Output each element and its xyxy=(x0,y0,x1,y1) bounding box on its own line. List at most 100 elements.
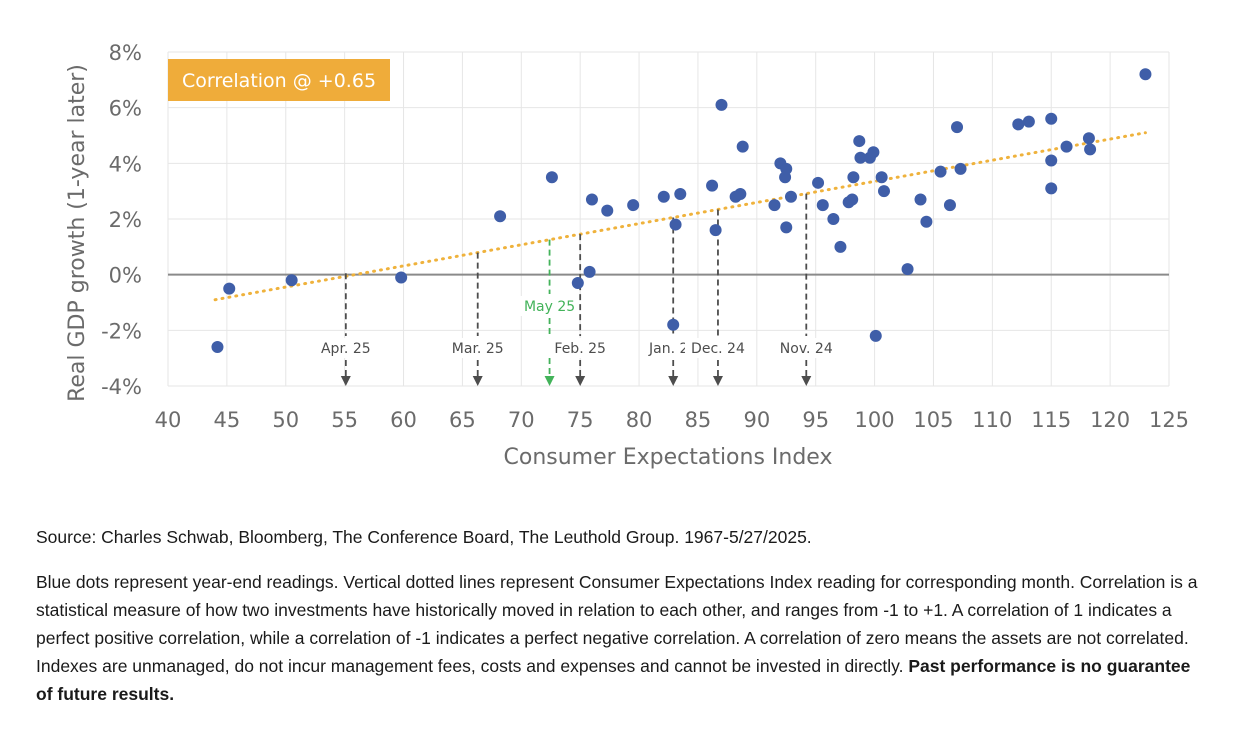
data-point xyxy=(1012,118,1025,131)
marker-label-bg xyxy=(684,338,751,358)
data-point xyxy=(780,162,793,175)
data-point xyxy=(875,171,888,184)
marker-arrow xyxy=(340,376,351,386)
data-point xyxy=(657,190,670,203)
data-point xyxy=(854,151,867,164)
y-tick-label: 2% xyxy=(109,208,142,232)
x-tick-label: 125 xyxy=(1149,408,1189,432)
source-note: Source: Charles Schwab, Bloomberg, The C… xyxy=(36,527,812,547)
data-point xyxy=(869,329,882,342)
y-tick-label: -4% xyxy=(101,375,142,399)
data-point xyxy=(674,187,687,200)
data-point xyxy=(667,318,680,331)
data-point xyxy=(1139,68,1152,81)
data-point xyxy=(901,263,914,276)
marker-dec-24: Dec. 24 xyxy=(684,209,751,386)
marker-label: Feb. 25 xyxy=(554,341,606,357)
data-point xyxy=(1022,115,1035,128)
marker-arrow xyxy=(544,376,555,386)
data-point xyxy=(914,193,927,206)
x-axis-label: Consumer Expectations Index xyxy=(504,445,833,470)
marker-label: Dec. 24 xyxy=(691,341,745,357)
x-tick-label: 50 xyxy=(272,408,299,432)
data-point xyxy=(706,179,719,192)
x-tick-label: 45 xyxy=(214,408,241,432)
correlation-label: Correlation @ +0.65 xyxy=(182,70,376,92)
x-tick-label: 115 xyxy=(1031,408,1071,432)
data-point xyxy=(920,215,933,228)
marker-label-bg xyxy=(773,338,840,358)
marker-mar-25: Mar. 25 xyxy=(444,252,511,386)
marker-label: Mar. 25 xyxy=(452,341,504,357)
data-point xyxy=(285,274,298,287)
marker-arrow xyxy=(801,376,812,386)
data-point xyxy=(827,213,840,225)
x-tick-label: 90 xyxy=(743,408,770,432)
x-tick-label: 65 xyxy=(449,408,476,432)
x-tick-label: 120 xyxy=(1090,408,1130,432)
data-point xyxy=(954,162,967,175)
marker-label: Nov. 24 xyxy=(780,341,833,357)
x-tick-label: 105 xyxy=(913,408,953,432)
data-point xyxy=(867,146,880,159)
y-tick-label: -2% xyxy=(101,319,142,343)
x-tick-label: 60 xyxy=(390,408,417,432)
correlation-badge-bg xyxy=(168,59,390,101)
data-point xyxy=(223,282,236,295)
data-point xyxy=(846,193,859,206)
marker-may-25: May 25 xyxy=(516,239,583,386)
data-point xyxy=(545,171,558,184)
marker-arrow xyxy=(472,376,483,386)
data-point xyxy=(812,176,825,189)
data-point xyxy=(943,199,956,212)
y-axis-label: Real GDP growth (1-year later) xyxy=(65,64,90,402)
data-point xyxy=(715,98,728,111)
disclaimer-text: Past performance is no guarantee of futu… xyxy=(36,656,1191,704)
data-point xyxy=(1060,140,1073,153)
data-point xyxy=(1045,154,1058,167)
data-point xyxy=(211,341,224,354)
marker-label-bg xyxy=(516,296,583,316)
x-tick-label: 75 xyxy=(567,408,594,432)
x-tick-label: 55 xyxy=(331,408,358,432)
data-point xyxy=(847,171,860,184)
data-point xyxy=(768,199,781,212)
data-point xyxy=(669,218,682,231)
data-point xyxy=(585,193,598,206)
data-point xyxy=(816,199,829,212)
x-tick-label: 85 xyxy=(685,408,712,432)
data-point xyxy=(834,240,847,253)
data-points xyxy=(211,68,1152,354)
axis-ticks: 40 45 50 55 60 65 70 75 80 85 90 95 100 105 110 115 120 1… xyxy=(101,41,1189,432)
data-point xyxy=(734,187,747,200)
data-point xyxy=(853,135,866,148)
description-text: Blue dots represent year-end readings. V… xyxy=(36,572,1198,676)
y-tick-label: 6% xyxy=(109,97,142,121)
marker-label: Apr. 25 xyxy=(321,341,371,357)
correlation-badge: Correlation @ +0.65 xyxy=(168,59,390,101)
marker-label-bg xyxy=(547,338,614,358)
data-point xyxy=(736,140,749,153)
x-tick-label: 100 xyxy=(855,408,895,432)
data-point xyxy=(1045,112,1058,125)
data-point xyxy=(571,277,584,290)
data-point xyxy=(395,271,408,284)
data-point xyxy=(709,224,722,237)
data-point xyxy=(784,190,797,203)
marker-label: May 25 xyxy=(524,299,575,315)
marker-label-bg xyxy=(444,338,511,358)
data-point xyxy=(627,199,640,212)
data-point xyxy=(951,121,964,134)
chart-grid xyxy=(167,51,1170,387)
marker-label-bg xyxy=(312,338,379,358)
data-point xyxy=(780,221,793,234)
marker-arrow xyxy=(575,376,586,386)
marker-apr-25: Apr. 25 xyxy=(312,273,379,386)
description-note: Blue dots represent year-end readings. V… xyxy=(36,568,1211,708)
data-point xyxy=(583,265,596,278)
marker-arrow xyxy=(712,376,723,386)
data-point xyxy=(1082,132,1095,145)
x-tick-label: 40 xyxy=(155,408,182,432)
